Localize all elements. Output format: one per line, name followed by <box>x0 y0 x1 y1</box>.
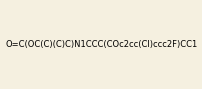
Text: O=C(OC(C)(C)C)N1CCC(COc2cc(Cl)ccc2F)CC1: O=C(OC(C)(C)C)N1CCC(COc2cc(Cl)ccc2F)CC1 <box>5 40 197 49</box>
